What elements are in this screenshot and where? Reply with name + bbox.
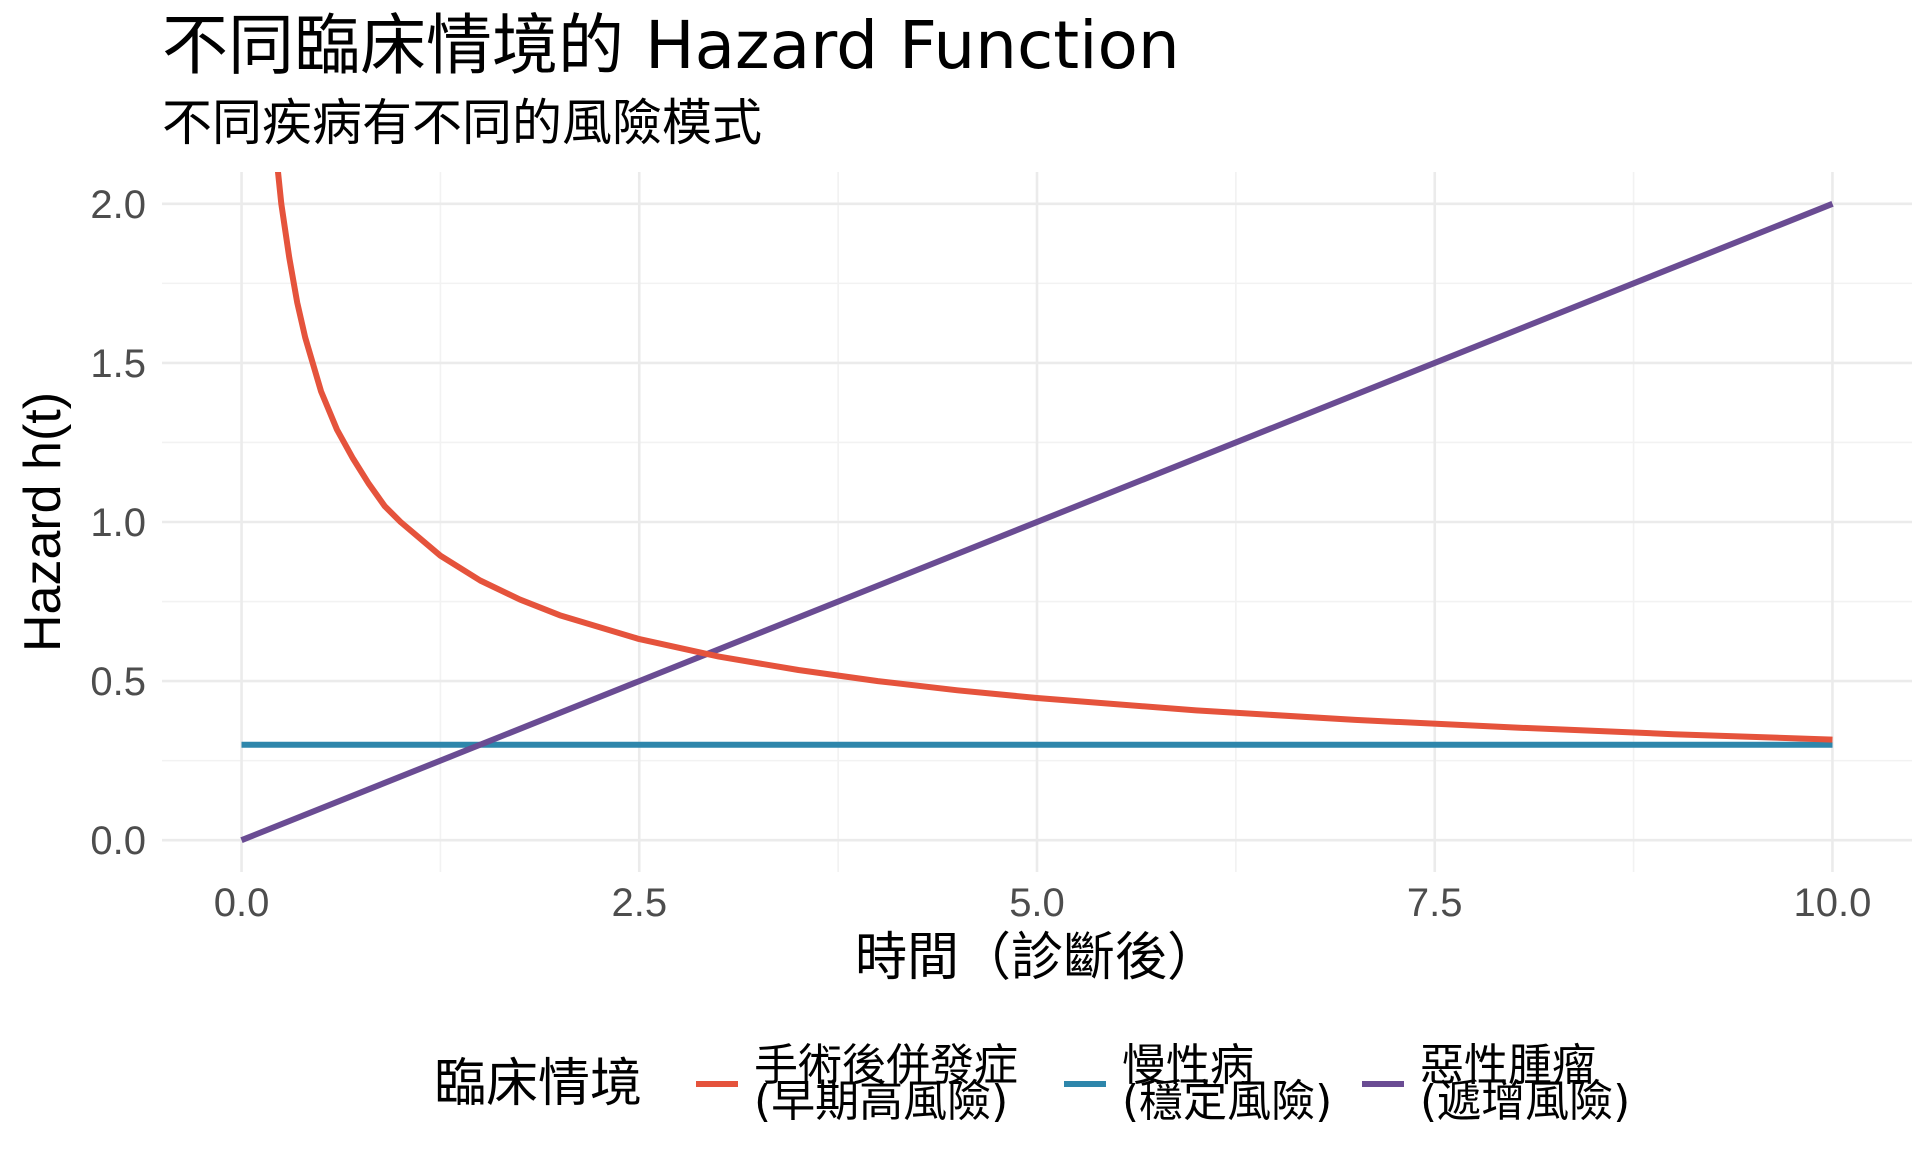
x-tick-label: 10.0 [1794, 881, 1872, 925]
series-line-0 [274, 172, 1833, 743]
x-tick-label: 2.5 [611, 881, 667, 925]
y-tick-label: 2.0 [90, 183, 146, 227]
x-axis-ticks: 0.0 2.5 5.0 7.5 10.0 [214, 881, 1872, 925]
x-tick-label: 0.0 [214, 881, 270, 925]
x-tick-label: 7.5 [1407, 881, 1463, 925]
y-tick-label: 1.5 [90, 342, 146, 386]
series-layer [240, 172, 1834, 843]
y-axis-ticks: 0.0 0.5 1.0 1.5 2.0 [90, 183, 146, 863]
x-axis-title: 時間（診斷後） [855, 929, 1219, 987]
x-tick-label: 5.0 [1009, 881, 1065, 925]
legend-label-2: 惡性腫瘤(遞增風險) [1420, 1040, 1630, 1127]
major-gridlines [162, 172, 1912, 872]
chart-title: 不同臨床情境的 Hazard Function [162, 7, 1180, 84]
legend-label-1: 慢性病(穩定風險) [1122, 1040, 1332, 1127]
y-tick-label: 1.0 [90, 501, 146, 545]
y-tick-label: 0.0 [90, 819, 146, 863]
chart-subtitle: 不同疾病有不同的風險模式 [162, 94, 762, 152]
legend-label-0: 手術後併發症(早期高風險) [754, 1040, 1018, 1127]
y-axis-title: Hazard h(t) [14, 392, 72, 652]
y-tick-label: 0.5 [90, 660, 146, 704]
series-line-2 [240, 201, 1834, 843]
legend-title: 臨床情境 [434, 1054, 642, 1114]
legend: 臨床情境 手術後併發症(早期高風險) 慢性病(穩定風險) 惡性腫瘤(遞增風險) [434, 1040, 1630, 1127]
